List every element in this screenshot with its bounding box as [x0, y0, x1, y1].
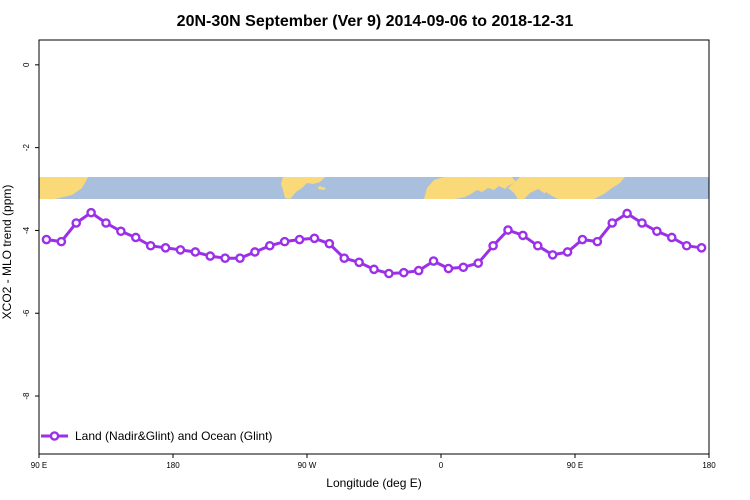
y-tick-label: -4 — [22, 226, 31, 234]
map-land-arabia-india-china — [508, 177, 625, 199]
data-point — [116, 226, 126, 237]
data-point — [547, 250, 558, 260]
data-point — [398, 267, 409, 278]
y-axis: 0 -2 -4 -6 -8 — [22, 62, 39, 400]
x-tick-label: 90 E — [31, 461, 47, 470]
data-point — [279, 236, 290, 247]
x-tick-label: 90 E — [567, 461, 583, 470]
map-land-caribbean — [318, 186, 326, 190]
y-tick-label: -2 — [22, 144, 31, 152]
data-point — [235, 253, 245, 263]
y-axis-label: XCO2 - MLO trend (ppm) — [0, 185, 14, 320]
data-point — [190, 247, 201, 257]
data-point — [532, 240, 543, 251]
x-tick-label: 0 — [439, 461, 444, 470]
data-point — [473, 258, 484, 268]
map-land-india-gap — [540, 192, 558, 199]
data-point — [369, 264, 379, 275]
x-axis: 90 E 180 90 W 0 90 E 180 — [31, 454, 716, 470]
data-point — [294, 234, 305, 245]
data-point — [86, 207, 96, 218]
data-point — [607, 218, 618, 228]
data-point — [592, 236, 603, 247]
x-tick-label: 180 — [166, 461, 180, 470]
plot-frame — [38, 39, 710, 455]
data-point — [160, 243, 171, 253]
data-point — [458, 262, 469, 273]
legend: Land (Nadir&Glint) and Ocean (Glint) — [41, 429, 272, 443]
legend-label: Land (Nadir&Glint) and Ocean (Glint) — [75, 429, 272, 443]
data-point — [309, 233, 320, 244]
data-point — [250, 247, 260, 257]
data-point — [681, 240, 692, 251]
series-layer — [41, 207, 707, 279]
data-point — [130, 232, 141, 243]
data-point — [56, 236, 67, 247]
x-tick-label: 90 W — [298, 461, 317, 470]
world-map-strip — [39, 177, 709, 199]
data-point — [71, 218, 82, 228]
data-point — [488, 240, 498, 251]
data-point — [145, 240, 156, 251]
map-land-sahara-arabia — [424, 177, 516, 199]
data-point — [577, 234, 588, 245]
data-point — [384, 268, 394, 279]
data-point — [666, 232, 677, 243]
data-point — [503, 225, 513, 235]
data-point — [443, 263, 454, 274]
data-point — [205, 251, 216, 261]
legend-marker — [49, 431, 60, 441]
data-point — [175, 245, 186, 255]
data-point — [354, 257, 364, 268]
data-point — [518, 230, 528, 241]
map-land-asia-west — [39, 177, 88, 199]
y-tick-label: 0 — [22, 62, 31, 67]
data-point — [101, 218, 111, 228]
data-point — [41, 234, 52, 245]
y-tick-label: -8 — [22, 392, 31, 400]
y-tick-label: -6 — [22, 309, 31, 317]
data-point — [264, 240, 275, 251]
data-point — [339, 253, 350, 263]
x-tick-label: 180 — [702, 461, 716, 470]
x-axis-label: Longitude (deg E) — [326, 476, 421, 490]
data-point — [562, 247, 573, 257]
chart-title: 20N-30N September (Ver 9) 2014-09-06 to … — [177, 13, 574, 30]
data-point — [413, 265, 424, 276]
data-point — [220, 253, 230, 263]
data-point — [637, 218, 647, 228]
data-point — [324, 238, 335, 249]
data-point — [652, 226, 662, 237]
series-line — [46, 211, 702, 275]
data-point — [622, 208, 632, 219]
data-point — [696, 243, 707, 253]
data-point — [428, 256, 439, 266]
map-land-north-america — [281, 177, 325, 199]
